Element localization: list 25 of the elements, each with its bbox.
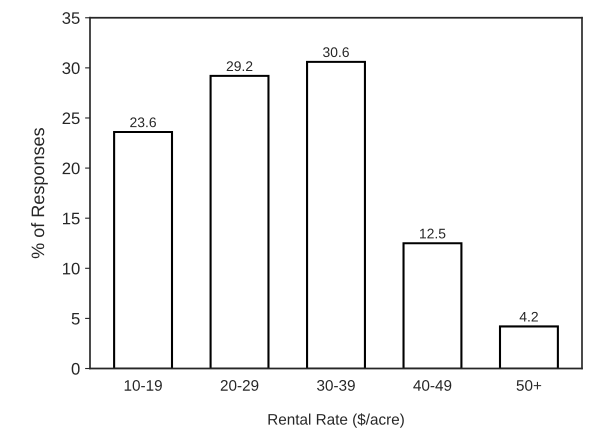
bar [113, 130, 174, 369]
data-label: 4.2 [520, 312, 538, 322]
y-tick-label: 10 [63, 262, 80, 275]
y-axis-title: % of Responses [31, 128, 48, 258]
y-tick-label: 20 [62, 162, 80, 174]
data-label: 23.6 [130, 117, 156, 128]
y-tick-label: 35 [62, 12, 80, 24]
x-tick-label: 40-49 [413, 380, 452, 391]
bar [498, 325, 559, 369]
y-tick-label: 15 [63, 212, 80, 224]
bar [306, 60, 366, 369]
y-tick-label: 25 [62, 112, 80, 124]
y-tick-label: 0 [72, 362, 80, 375]
x-axis-title: Rental Rate ($/acre) [268, 413, 404, 428]
x-tick-label: 10-19 [124, 380, 162, 391]
x-tick-label: 30-39 [317, 380, 355, 391]
data-label: 12.5 [420, 228, 446, 238]
data-label: 30.6 [323, 47, 349, 58]
x-tick-label: 20-29 [220, 380, 258, 391]
bar [210, 74, 270, 369]
bar [402, 242, 462, 369]
x-tick-label: 50+ [516, 380, 542, 391]
y-tick-label: 5 [72, 312, 80, 325]
y-tick-label: 30 [62, 62, 80, 74]
data-label: 29.2 [226, 61, 252, 72]
